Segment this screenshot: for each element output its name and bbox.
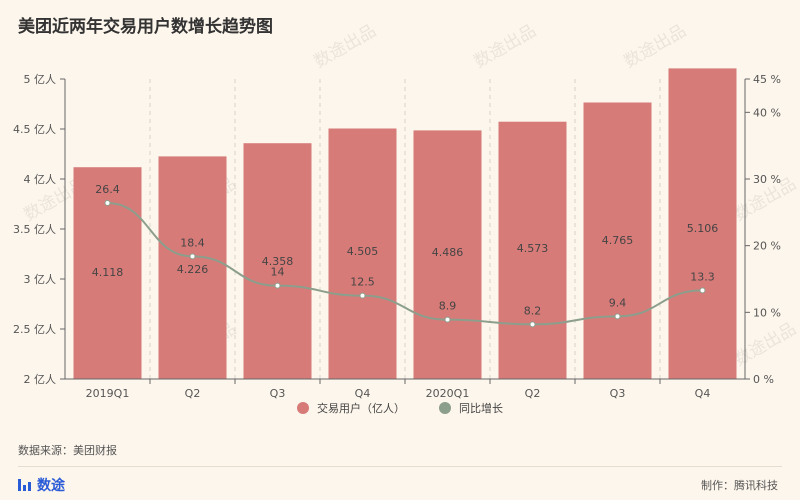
y-left-tick-label: 3 亿人 [24,273,57,286]
x-tick-label: Q3 [270,387,286,400]
line-value-label: 13.3 [690,270,715,283]
line-value-label: 14 [271,266,285,279]
line-value-label: 18.4 [180,236,205,249]
bar [328,128,397,379]
legend-item-line[interactable]: 同比增长 [439,400,503,416]
y-left-tick-label: 4.5 亿人 [13,123,56,136]
y-right-tick-label: 20 % [753,240,781,253]
x-tick-label: Q3 [610,387,626,400]
bar-value-label: 4.486 [432,246,464,259]
y-left-tick-label: 5 亿人 [24,73,57,86]
y-left-tick-label: 4 亿人 [24,173,57,186]
line-value-label: 9.4 [609,296,627,309]
bar-chart-icon [18,479,32,491]
bar-value-label: 4.505 [347,245,379,258]
legend-label-line: 同比增长 [459,402,503,415]
brand-logo[interactable]: 数途 [18,475,65,495]
bar-value-label: 4.226 [177,263,209,276]
bar [583,102,652,379]
y-left-tick-label: 3.5 亿人 [13,223,56,236]
line-point [104,200,111,206]
line-point [189,253,196,260]
legend-swatch-bar [297,402,309,414]
bar [413,130,482,379]
x-tick-label: Q2 [185,387,201,400]
bar [498,121,567,379]
bar-value-label: 4.358 [262,255,294,268]
bar [158,156,227,379]
x-tick-label: 2019Q1 [86,387,130,400]
line-value-label: 8.2 [524,304,542,317]
x-tick-label: 2020Q1 [426,387,470,400]
brand-name: 数途 [37,478,65,494]
line-value-label: 8.9 [439,300,457,313]
x-tick-label: Q4 [355,387,371,400]
y-right-tick-label: 45 % [753,73,781,86]
y-left-tick-label: 2 亿人 [24,373,57,386]
line-point [699,287,706,294]
line-value-label: 26.4 [95,183,120,196]
x-tick-label: Q2 [525,387,541,400]
producer-credit: 制作：腾讯科技 [701,479,778,492]
bar [243,143,312,379]
x-tick-label: Q4 [695,387,711,400]
line-value-label: 12.5 [350,276,375,289]
data-source: 数据来源：美团财报 [18,444,117,457]
bar-value-label: 4.573 [517,242,549,255]
bar-value-label: 5.106 [687,222,719,235]
bar-value-label: 4.118 [92,266,124,279]
line-point [614,313,621,320]
bar-value-label: 4.765 [602,234,634,247]
y-right-tick-label: 40 % [753,106,781,119]
chart-legend: 交易用户（亿人） 同比增长 [0,400,800,416]
y-left-tick-label: 2.5 亿人 [13,323,56,336]
line-point [274,282,281,289]
y-right-tick-label: 10 % [753,306,781,319]
y-right-tick-label: 30 % [753,173,781,186]
legend-item-bar[interactable]: 交易用户（亿人） [297,400,405,416]
line-point [529,321,536,328]
legend-swatch-line [439,402,451,414]
bar [668,68,737,380]
line-point [359,292,366,299]
y-right-tick-label: 0 % [753,373,774,386]
line-point [444,316,451,323]
legend-label-bar: 交易用户（亿人） [317,402,405,415]
chart-title: 美团近两年交易用户数增长趋势图 [18,17,273,37]
footer-divider [18,466,782,467]
